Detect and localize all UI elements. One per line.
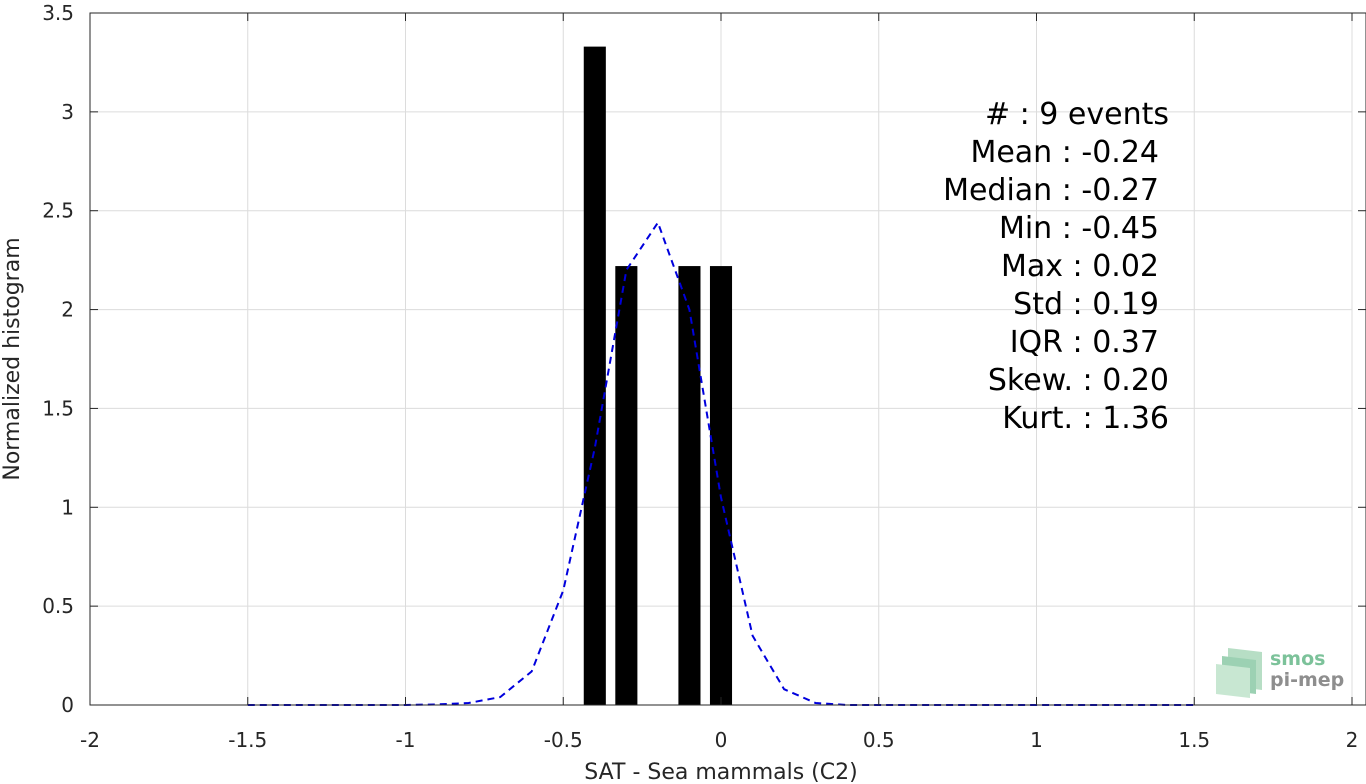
x-tick-label: 2	[1346, 728, 1359, 752]
stats-line: # : 9 events	[985, 97, 1169, 132]
histogram-bars	[583, 46, 733, 705]
y-tick-label: 3.5	[42, 1, 74, 25]
stats-line: Kurt. : 1.36	[1002, 401, 1169, 436]
axis-ticks	[89, 12, 1366, 706]
x-tick-label: -2	[80, 728, 100, 752]
y-tick-labels: 0 0.5 1 1.5 2 2.5 3 3.5	[42, 1, 74, 717]
stats-line: Mean : -0.24	[970, 135, 1159, 170]
stats-line: IQR : 0.37	[1010, 325, 1159, 360]
y-tick-label: 0	[61, 693, 74, 717]
histogram-bar	[583, 46, 606, 705]
stats-line: Min : -0.45	[999, 211, 1159, 246]
y-tick-label: 2.5	[42, 199, 74, 223]
stats-line: Std : 0.19	[1013, 287, 1159, 322]
x-tick-label: 0.5	[863, 728, 895, 752]
logo-text-smos: smos	[1270, 648, 1325, 670]
histogram-bar	[709, 266, 733, 705]
x-tick-label: 1	[1030, 728, 1043, 752]
plot-frame	[89, 12, 1366, 706]
x-tick-label: -1	[396, 728, 416, 752]
x-tick-label: 0	[715, 728, 728, 752]
y-tick-label: 1	[61, 495, 74, 519]
y-tick-label: 2	[61, 298, 74, 322]
x-axis-label: SAT - Sea mammals (C2)	[584, 760, 857, 784]
histogram-bar	[678, 266, 701, 705]
x-tick-labels: -2 -1.5 -1 -0.5 0 0.5 1 1.5 2	[80, 728, 1358, 752]
stats-line: Max : 0.02	[1001, 249, 1159, 284]
y-axis-label: Normalized histogram	[0, 237, 25, 480]
y-tick-label: 0.5	[42, 594, 74, 618]
stats-line: Skew. : 0.20	[988, 363, 1169, 398]
histogram-bar	[615, 266, 638, 705]
x-tick-label: -0.5	[544, 728, 583, 752]
logo-text-pimep: pi-mep	[1270, 669, 1344, 691]
smos-pimep-logo: smos pi-mep	[1216, 648, 1344, 698]
x-tick-label: 1.5	[1178, 728, 1210, 752]
logo-icon	[1216, 648, 1262, 698]
y-tick-label: 1.5	[42, 396, 74, 420]
x-tick-label: -1.5	[228, 728, 267, 752]
y-tick-label: 3	[61, 100, 74, 124]
stats-line: Median : -0.27	[943, 173, 1159, 208]
